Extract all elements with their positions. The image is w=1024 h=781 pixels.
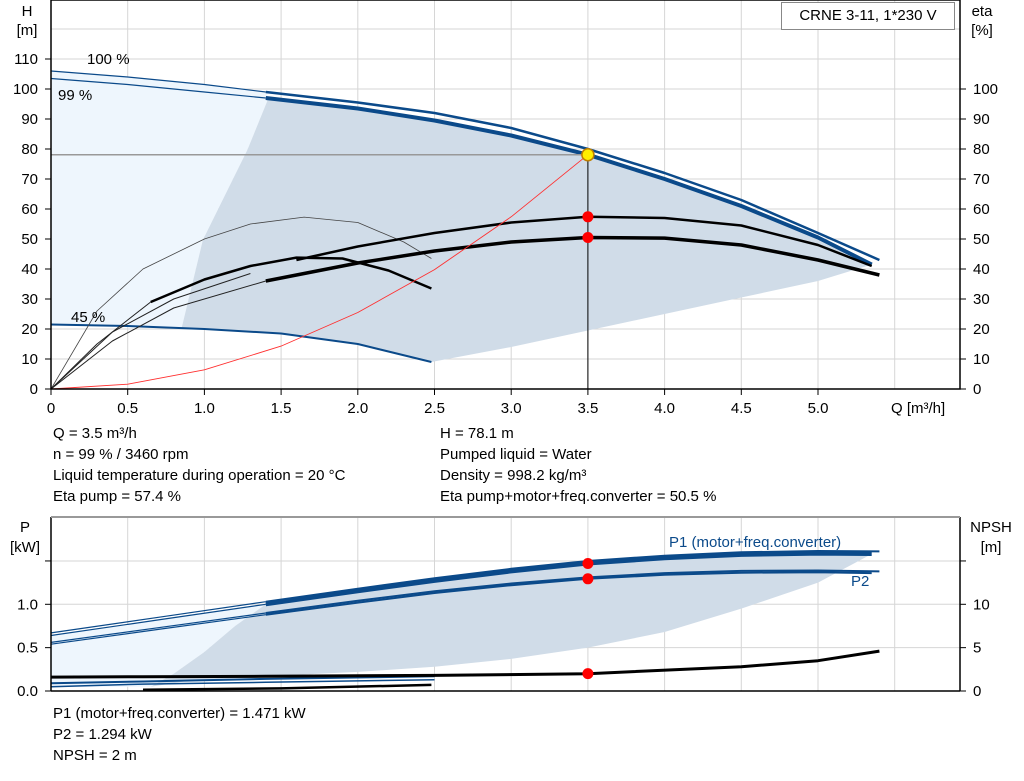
y-tick-label: 50	[21, 231, 38, 248]
eta-tick-label: 90	[973, 111, 990, 128]
eta-tick-label: 0	[973, 381, 981, 398]
annotation-99: 99 %	[58, 87, 92, 104]
y-tick-label: 70	[21, 171, 38, 188]
info-speed: n = 99 % / 3460 rpm	[53, 446, 189, 463]
power-range-light	[51, 604, 266, 687]
y-tick-label: 110	[14, 51, 38, 68]
duty-point-marker	[581, 147, 595, 162]
eta-tick-label: 30	[973, 291, 990, 308]
eta-pump-curve-45	[50, 216, 432, 390]
info-q: Q = 3.5 m³/h	[53, 425, 137, 442]
p-tick-label: 0.0	[17, 683, 38, 700]
system-curve	[50, 154, 589, 390]
p2-marker	[582, 573, 594, 585]
x-tick-label: 2.5	[424, 400, 445, 417]
npsh-tick-label: 5	[973, 640, 981, 657]
eta-tick-label: 60	[973, 201, 990, 218]
y-tick-label: 30	[21, 291, 38, 308]
p-axis-unit: [kW]	[10, 539, 40, 556]
power-curve-P2_100-thin	[50, 612, 266, 643]
power-range-dark	[150, 553, 872, 687]
eta-pump-marker	[582, 211, 594, 223]
x-tick-label: 3.0	[501, 400, 522, 417]
info-density: Density = 998.2 kg/m³	[440, 467, 587, 484]
x-tick-label: 1.0	[194, 400, 215, 417]
y-tick-label: 60	[21, 201, 38, 218]
y-axis-unit: [m]	[17, 22, 38, 39]
eta-axis-unit: [%]	[971, 22, 993, 39]
eta-tick-label: 10	[973, 351, 990, 368]
info-bottom: P1 (motor+freq.converter) = 1.471 kW P2 …	[53, 703, 306, 766]
y-tick-label: 40	[21, 261, 38, 278]
eta-total-curve-45-thin	[50, 301, 152, 390]
pump-model-legend: CRNE 3-11, 1*230 V	[781, 2, 955, 30]
y-tick-label: 0	[30, 381, 38, 398]
npsh-axis-label: NPSH	[970, 519, 1012, 536]
x-axis-label: Q [m³/h]	[891, 400, 945, 417]
info-p2: P2 = 1.294 kW	[53, 726, 152, 743]
x-tick-label: 3.5	[577, 400, 598, 417]
npsh-axis-unit: [m]	[981, 539, 1002, 556]
info-liquid: Pumped liquid = Water	[440, 446, 592, 463]
y-tick-label: 100	[13, 81, 38, 98]
annotation-45: 45 %	[71, 309, 105, 326]
head-curve-H_100-thin	[50, 70, 266, 93]
eta-total-curve-45	[150, 256, 432, 304]
y-axis-label: H	[22, 3, 33, 20]
x-tick-label: 4.0	[654, 400, 675, 417]
eta-tick-label: 100	[973, 81, 998, 98]
eta-axis-label: eta	[972, 3, 994, 20]
eta-total-curve-thin	[50, 280, 266, 390]
eta-tick-label: 20	[973, 321, 990, 338]
top-plot-frame	[50, 0, 961, 390]
info-temp: Liquid temperature during operation = 20…	[53, 467, 346, 484]
y-tick-label: 80	[21, 141, 38, 158]
info-eta-total: Eta pump+motor+freq.converter = 50.5 %	[440, 488, 717, 505]
p-tick-label: 0.5	[17, 640, 38, 657]
p1-curve-label: P1 (motor+freq.converter)	[669, 534, 841, 551]
npsh-tick-label: 10	[973, 596, 990, 613]
y-tick-label: 20	[21, 321, 38, 338]
eta-total-marker	[582, 232, 594, 243]
head-curve-H_99-thin	[50, 77, 266, 99]
info-right: H = 78.1 m Pumped liquid = Water Density…	[440, 423, 716, 507]
npsh-tick-label: 0	[973, 683, 981, 700]
npsh-marker	[582, 668, 594, 680]
power-curve-P2-45	[50, 678, 435, 688]
annotation-100: 100 %	[87, 51, 130, 68]
p2-curve-label: P2	[851, 573, 869, 590]
power-curve-P2_99-thin	[50, 614, 266, 645]
info-h: H = 78.1 m	[440, 425, 514, 442]
operating-range-light	[51, 71, 268, 329]
npsh-curve-45	[142, 683, 432, 691]
info-p1: P1 (motor+freq.converter) = 1.471 kW	[53, 705, 306, 722]
x-tick-label: 0	[47, 400, 55, 417]
y-tick-label: 10	[21, 351, 38, 368]
info-eta-pump: Eta pump = 57.4 %	[53, 488, 181, 505]
info-npsh: NPSH = 2 m	[53, 747, 137, 764]
info-left: Q = 3.5 m³/h n = 99 % / 3460 rpm Liquid …	[53, 423, 345, 507]
x-tick-label: 2.0	[347, 400, 368, 417]
x-tick-label: 5.0	[808, 400, 829, 417]
power-curve-P1-45	[50, 675, 435, 685]
eta-tick-label: 80	[973, 141, 990, 158]
y-tick-label: 90	[21, 111, 38, 128]
x-tick-label: 1.5	[271, 400, 292, 417]
x-tick-label: 4.5	[731, 400, 752, 417]
p1-marker	[582, 557, 594, 569]
power-curve-P1_100-thin	[50, 601, 266, 634]
power-curve-P1_99-thin	[50, 603, 266, 637]
p-tick-label: 1.0	[17, 596, 38, 613]
head-curve-45	[50, 323, 432, 363]
eta-pump-curve-thin	[50, 273, 251, 390]
eta-tick-label: 40	[973, 261, 990, 278]
x-tick-label: 0.5	[117, 400, 138, 417]
eta-tick-label: 70	[973, 171, 990, 188]
npsh-curve	[50, 649, 880, 679]
operating-range-dark	[181, 98, 872, 362]
p-axis-label: P	[20, 519, 30, 536]
eta-tick-label: 50	[973, 231, 990, 248]
